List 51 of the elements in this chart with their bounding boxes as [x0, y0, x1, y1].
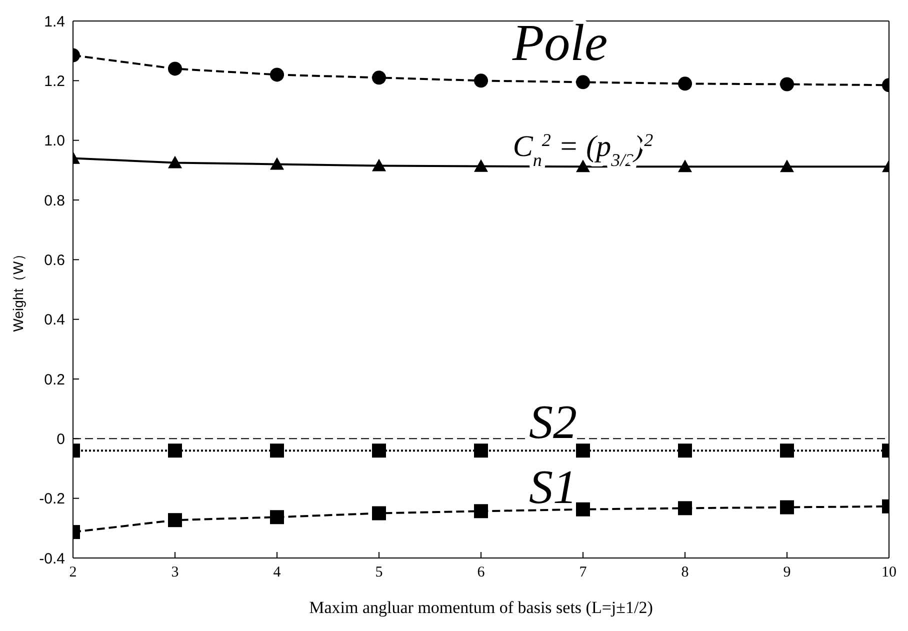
point — [678, 160, 692, 172]
point — [372, 158, 386, 172]
x-tick-label: 10 — [882, 564, 896, 581]
point — [474, 504, 488, 518]
point — [576, 75, 590, 90]
y-tick-label: 1.0 — [44, 132, 65, 150]
point — [780, 77, 794, 92]
point — [372, 506, 386, 520]
point — [780, 444, 794, 458]
x-tick-label: 8 — [681, 564, 689, 581]
point — [678, 444, 692, 458]
y-tick-label: 0.8 — [44, 192, 65, 210]
point — [678, 76, 692, 91]
x-tick-label: 5 — [375, 564, 383, 581]
y-tick-label: 0.2 — [44, 371, 65, 388]
point — [372, 444, 386, 458]
point — [372, 70, 386, 85]
x-tick-label: 2 — [69, 564, 77, 581]
point — [270, 157, 284, 170]
y-tick-label: -0.2 — [39, 490, 65, 508]
point — [270, 444, 284, 458]
y-tick-label: 0 — [56, 430, 65, 448]
point — [168, 156, 182, 168]
point — [270, 510, 284, 524]
point — [576, 502, 590, 516]
y-tick-label: -0.4 — [39, 550, 65, 568]
annotation: S2 — [529, 396, 577, 449]
annotation: S1 — [529, 461, 577, 514]
x-tick-label: 3 — [171, 564, 179, 581]
point — [168, 62, 182, 76]
point — [780, 160, 794, 172]
y-axis-title: Weight（W） — [10, 247, 26, 332]
x-axis-title: Maxim angluar momentum of basis sets (L=j±1/2) — [309, 598, 653, 617]
annotation: Pole — [511, 15, 608, 72]
point — [270, 68, 284, 82]
x-tick-label: 7 — [579, 564, 588, 581]
x-tick-label: 4 — [273, 564, 282, 581]
y-tick-label: 0.4 — [44, 312, 65, 329]
point — [780, 500, 794, 514]
y-tick-label: 1.2 — [44, 72, 65, 90]
y-tick-label: 1.4 — [44, 13, 65, 30]
point — [474, 74, 488, 88]
x-tick-label: 9 — [783, 564, 791, 581]
point — [168, 513, 182, 528]
point — [474, 159, 488, 172]
point — [474, 444, 488, 458]
y-tick-label: 0.6 — [44, 252, 65, 269]
point — [576, 444, 590, 458]
point — [168, 444, 182, 458]
point — [678, 501, 692, 516]
x-tick-label: 6 — [477, 564, 486, 581]
